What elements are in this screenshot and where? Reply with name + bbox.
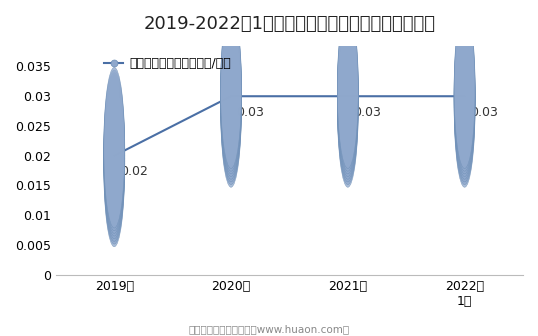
Ellipse shape [337, 8, 358, 169]
Ellipse shape [337, 24, 358, 184]
Ellipse shape [104, 78, 125, 239]
Ellipse shape [221, 13, 242, 174]
Text: 0.02: 0.02 [120, 165, 147, 178]
Ellipse shape [104, 68, 125, 228]
Ellipse shape [221, 10, 242, 171]
Text: 制图：华经产业研究院（www.huaon.com）: 制图：华经产业研究院（www.huaon.com） [188, 325, 350, 335]
Ellipse shape [104, 81, 125, 241]
Ellipse shape [221, 18, 242, 179]
Ellipse shape [104, 75, 125, 236]
Ellipse shape [454, 10, 475, 171]
Ellipse shape [337, 16, 358, 176]
Ellipse shape [454, 18, 475, 179]
Ellipse shape [454, 8, 475, 169]
Ellipse shape [221, 8, 242, 169]
Ellipse shape [104, 83, 125, 244]
Ellipse shape [104, 86, 125, 247]
Ellipse shape [221, 16, 242, 176]
Ellipse shape [104, 73, 125, 234]
Ellipse shape [454, 13, 475, 174]
Title: 2019-2022年1月大连商品交易所玉米期权成交均价: 2019-2022年1月大连商品交易所玉米期权成交均价 [144, 15, 435, 33]
Ellipse shape [221, 27, 242, 187]
Ellipse shape [454, 16, 475, 176]
Ellipse shape [337, 18, 358, 179]
Ellipse shape [337, 13, 358, 174]
Ellipse shape [337, 27, 358, 187]
Ellipse shape [104, 70, 125, 231]
Ellipse shape [221, 21, 242, 182]
Ellipse shape [454, 21, 475, 182]
Ellipse shape [221, 24, 242, 184]
Ellipse shape [337, 21, 358, 182]
Text: 0.03: 0.03 [237, 106, 264, 119]
Legend: 玉米期权成交均价（万元/手）: 玉米期权成交均价（万元/手） [100, 52, 236, 75]
Ellipse shape [454, 24, 475, 184]
Ellipse shape [454, 27, 475, 187]
Text: 0.03: 0.03 [470, 106, 498, 119]
Text: 0.03: 0.03 [353, 106, 381, 119]
Ellipse shape [337, 10, 358, 171]
